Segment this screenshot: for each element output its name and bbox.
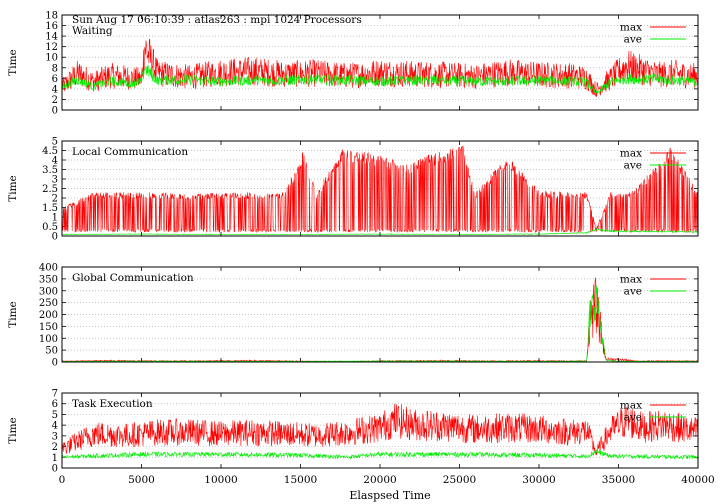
- x-tick-label: 5000: [128, 474, 155, 486]
- y-tick-label: 150: [39, 322, 58, 333]
- series-line-max: [61, 145, 699, 234]
- y-tick-label: 250: [39, 298, 58, 309]
- y-axis-label: Time: [7, 175, 19, 202]
- y-tick-label: 4.5: [42, 146, 58, 157]
- y-tick-label: 0: [52, 106, 58, 117]
- x-tick-label: 25000: [443, 474, 476, 486]
- x-tick-label: 40000: [681, 474, 714, 486]
- y-tick-label: 1: [52, 453, 58, 464]
- y-tick-label: 5: [52, 410, 58, 421]
- series-line-ave: [61, 449, 699, 460]
- y-axis-label: Time: [7, 417, 19, 444]
- y-tick-label: 350: [39, 274, 58, 285]
- y-tick-label: 200: [39, 310, 58, 321]
- y-tick-label: 2.5: [42, 184, 58, 195]
- y-tick-label: 50: [45, 346, 58, 357]
- panel-annotation: Waiting: [72, 25, 113, 37]
- y-tick-label: 6: [52, 399, 58, 410]
- y-tick-label: 18: [45, 11, 58, 22]
- y-tick-label: 2: [52, 95, 58, 106]
- x-tick-label: 0: [59, 474, 66, 486]
- series-line-ave: [61, 64, 699, 95]
- y-tick-label: 16: [45, 21, 58, 32]
- x-tick-label: 10000: [204, 474, 237, 486]
- panel-annotation: Task Execution: [72, 398, 153, 410]
- panel-2: 00.511.522.533.544.55 Local Communication…: [7, 137, 699, 243]
- y-tick-label: 1: [52, 213, 58, 224]
- legend-label-max: max: [620, 274, 642, 286]
- legend-label-ave: ave: [624, 160, 642, 172]
- panel-annotation: Local Communication: [72, 146, 188, 158]
- y-tick-label: 1.5: [42, 203, 58, 214]
- series-line-max: [61, 403, 699, 456]
- series-line-max: [61, 277, 699, 363]
- legend-label-max: max: [620, 400, 642, 412]
- y-tick-label: 4: [52, 84, 58, 95]
- y-tick-label: 4: [52, 421, 58, 432]
- y-axis-label: Time: [7, 301, 19, 328]
- legend-label-ave: ave: [624, 34, 642, 46]
- y-tick-label: 3: [52, 431, 58, 442]
- y-tick-label: 10: [45, 53, 58, 64]
- x-tick-label: 30000: [522, 474, 555, 486]
- y-tick-label: 400: [39, 263, 58, 274]
- y-tick-label: 14: [45, 32, 58, 43]
- legend-label-max: max: [620, 22, 642, 34]
- panel-annotation: Global Communication: [72, 272, 194, 284]
- y-tick-label: 4: [52, 156, 58, 167]
- y-tick-label: 2: [52, 442, 58, 453]
- y-axis-label: Time: [7, 49, 19, 76]
- legend-label-ave: ave: [624, 412, 642, 424]
- y-tick-label: 0: [52, 232, 58, 243]
- x-tick-label: 20000: [363, 474, 396, 486]
- y-tick-label: 0.5: [42, 222, 58, 233]
- y-tick-label: 2: [52, 194, 58, 205]
- y-tick-label: 8: [52, 63, 58, 74]
- y-tick-label: 6: [52, 74, 58, 85]
- x-tick-label: 15000: [284, 474, 317, 486]
- y-tick-label: 0: [52, 464, 58, 475]
- x-tick-label: 35000: [602, 474, 635, 486]
- y-tick-label: 12: [45, 42, 58, 53]
- series-line-max: [61, 38, 699, 97]
- y-tick-label: 0: [52, 358, 58, 369]
- y-tick-label: 3.5: [42, 165, 58, 176]
- legend-label-ave: ave: [624, 286, 642, 298]
- y-tick-label: 100: [39, 334, 58, 345]
- y-tick-label: 300: [39, 286, 58, 297]
- y-tick-label: 3: [52, 175, 58, 186]
- legend-label-max: max: [620, 148, 642, 160]
- x-axis-label: Elaspsed Time: [349, 489, 430, 502]
- chart-title: Sun Aug 17 06:10:39 : atlas263 : mpi 102…: [72, 14, 362, 26]
- y-tick-label: 5: [52, 137, 58, 148]
- y-tick-label: 7: [52, 389, 58, 400]
